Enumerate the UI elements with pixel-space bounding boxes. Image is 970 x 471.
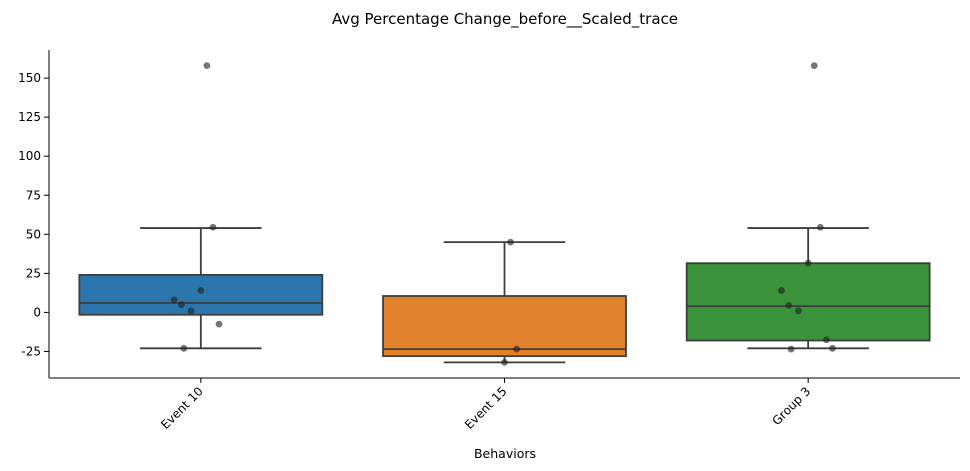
y-tick-label: 25 (26, 266, 41, 280)
box-iqr (78, 274, 324, 316)
x-tick-label: Event 15 (462, 384, 510, 432)
data-point (785, 301, 793, 309)
box-group (382, 238, 627, 366)
y-tick-label: 0 (33, 305, 41, 319)
data-point (203, 62, 211, 70)
data-point (177, 301, 185, 308)
data-point (209, 223, 217, 231)
data-point (513, 345, 521, 353)
data-point (795, 307, 802, 315)
data-point (215, 320, 223, 328)
data-point (822, 336, 830, 344)
y-tick-label: 150 (18, 71, 41, 85)
data-point (810, 62, 818, 70)
box-iqr (685, 262, 931, 342)
y-tick-label: 100 (18, 149, 41, 163)
y-tick-label: -25 (21, 344, 41, 358)
x-tick-label: Event 10 (158, 384, 206, 432)
data-point (501, 358, 508, 366)
box-group (78, 62, 324, 352)
data-point (829, 344, 836, 352)
x-axis-label: Behaviors (474, 446, 536, 461)
y-tick-label: 125 (18, 110, 41, 124)
data-point (197, 287, 205, 294)
x-axis-ticks: Event 10 Event 15 Group 3 (158, 378, 813, 432)
data-point (787, 345, 795, 353)
data-point (507, 238, 514, 246)
y-tick-label: 75 (26, 188, 41, 202)
x-tick-label: Group 3 (769, 384, 813, 428)
data-point (778, 287, 785, 294)
data-point (170, 296, 178, 304)
data-point (187, 307, 195, 315)
box-group (685, 62, 931, 353)
data-point (816, 223, 824, 231)
y-tick-label: 50 (26, 227, 41, 241)
y-axis-ticks: -25 0 25 50 75 100 125 150 (18, 71, 49, 358)
chart-title: Avg Percentage Change_before__Scaled_tra… (332, 10, 678, 29)
plot-area (78, 62, 931, 366)
box-iqr (382, 295, 627, 358)
data-point (804, 259, 812, 267)
data-point (180, 344, 188, 352)
